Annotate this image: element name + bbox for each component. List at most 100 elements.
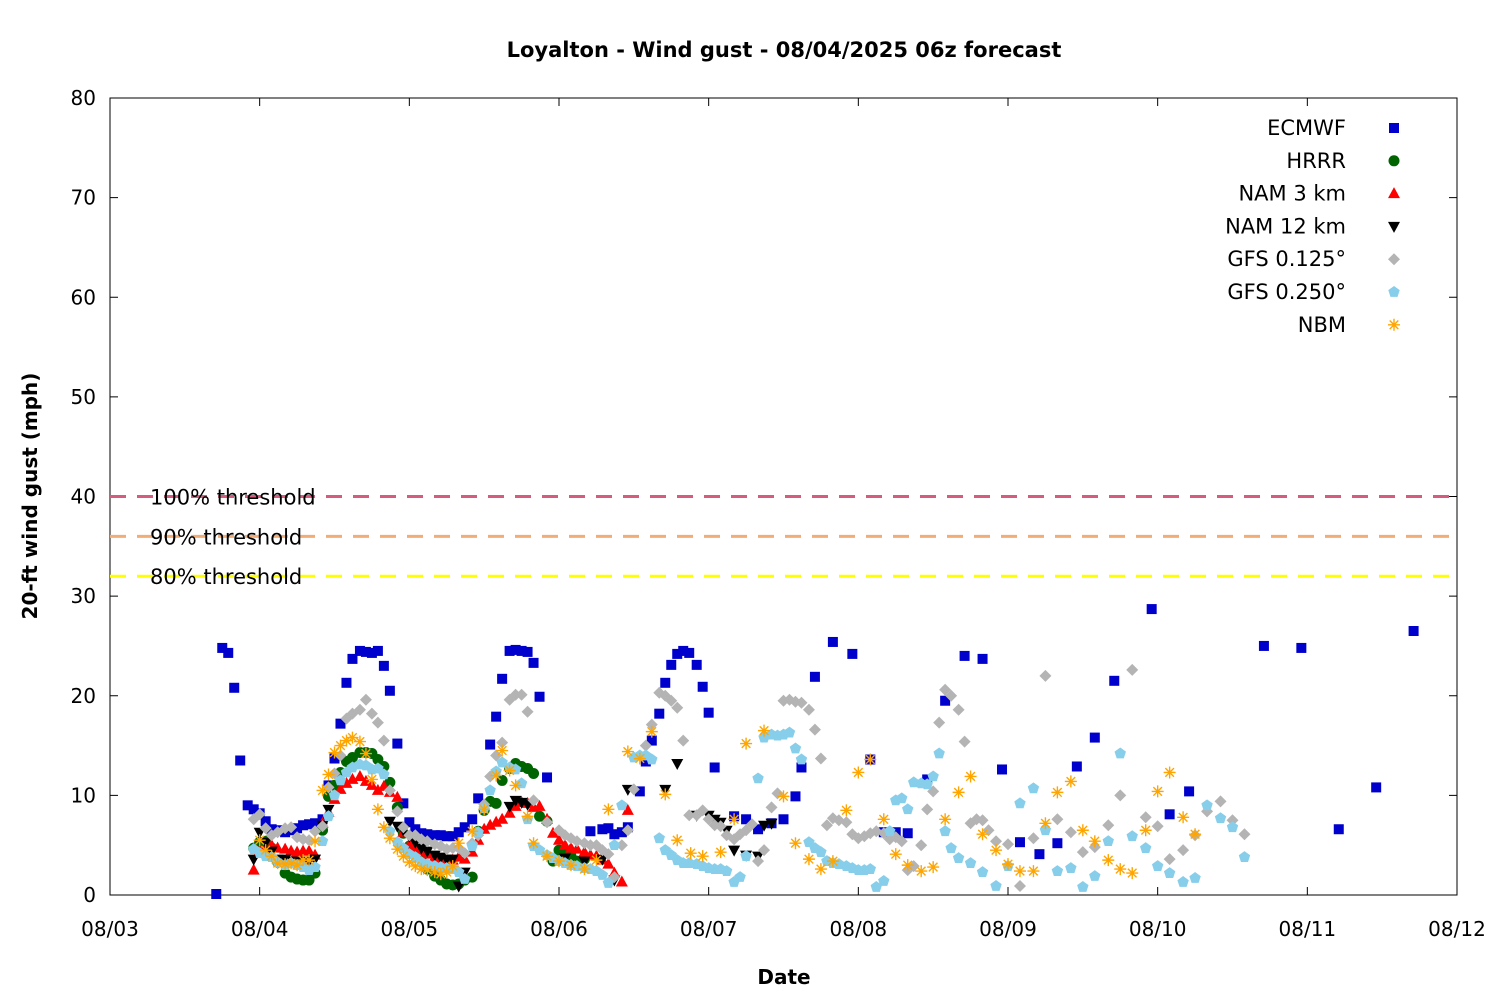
data-point-nbm (553, 855, 565, 868)
data-point-nbm (728, 813, 741, 826)
data-point-ecmwf (229, 682, 240, 693)
data-point-nbm (901, 859, 914, 872)
y-tick-label: 80 (71, 86, 96, 110)
data-point-nbm (285, 857, 298, 870)
y-tick-label: 70 (71, 186, 96, 210)
data-point-nbm (365, 773, 378, 786)
data-point-hrrr (496, 774, 508, 786)
data-point-ecmwf (341, 677, 352, 688)
data-point-gfs-0-250 (484, 784, 496, 796)
data-point-gfs-0-250 (608, 839, 621, 851)
data-point-gfs-0-250 (466, 840, 478, 852)
series-ecmwf (211, 604, 1419, 900)
data-point-nbm (303, 854, 316, 867)
data-point-ecmwf (697, 681, 708, 692)
data-point-nam-12-km (452, 881, 465, 893)
data-point-gfs-0-250 (783, 726, 796, 738)
data-point-ecmwf (392, 738, 403, 749)
data-point-ecmwf (1164, 809, 1175, 820)
data-point-gfs-0-125 (1102, 819, 1115, 832)
data-point-gfs-0-250 (990, 880, 1002, 891)
data-point-ecmwf (616, 827, 627, 838)
data-point-nbm (316, 784, 329, 797)
data-point-nbm (328, 746, 341, 759)
data-point-nbm (564, 859, 577, 872)
data-point-gfs-0-250 (803, 836, 815, 848)
x-tick-label: 08/09 (979, 917, 1037, 941)
data-point-nam-3-km (602, 857, 615, 869)
data-point-nbm (340, 734, 353, 747)
data-point-nbm (877, 813, 890, 826)
data-point-nam-3-km (371, 783, 384, 795)
data-point-nbm (740, 737, 753, 750)
data-point-gfs-0-250 (939, 825, 951, 837)
data-point-nam-3-km (303, 844, 316, 856)
data-point-ecmwf (542, 772, 553, 783)
data-point-gfs-0-250 (646, 753, 658, 765)
data-point-gfs-0-250 (1201, 799, 1213, 811)
data-point-nam-12-km (503, 801, 516, 813)
data-point-ecmwf (459, 822, 470, 833)
data-point-ecmwf (959, 650, 970, 661)
data-point-nam-3-km (346, 772, 359, 784)
data-point-nbm (496, 744, 509, 757)
data-point-gfs-0-125 (515, 688, 528, 701)
data-point-ecmwf (847, 648, 858, 659)
data-point-nbm (621, 745, 634, 758)
legend-marker-nam-3-km (1388, 187, 1400, 199)
y-tick-label: 20 (71, 684, 96, 708)
data-point-ecmwf (522, 646, 533, 657)
data-point-ecmwf (485, 739, 496, 750)
data-point-ecmwf (609, 829, 620, 840)
data-point-ecmwf (473, 793, 484, 804)
x-axis-title: Date (757, 965, 810, 989)
data-point-ecmwf (1071, 761, 1082, 772)
data-point-ecmwf (977, 653, 988, 664)
data-point-nbm (346, 731, 359, 744)
data-point-gfs-0-125 (665, 694, 678, 707)
data-point-ecmwf (672, 648, 683, 659)
data-point-gfs-0-250 (815, 846, 827, 858)
legend-marker-gfs-0-125 (1388, 253, 1400, 266)
data-point-ecmwf (447, 831, 458, 842)
data-point-gfs-0-125 (1064, 826, 1077, 839)
data-point-nbm (334, 739, 347, 752)
data-point-gfs-0-250 (596, 869, 609, 880)
data-point-gfs-0-125 (1114, 789, 1127, 802)
data-point-ecmwf (1089, 732, 1100, 743)
data-point-gfs-0-125 (1151, 820, 1164, 833)
data-point-nbm (1064, 775, 1077, 788)
data-point-gfs-0-250 (316, 835, 329, 847)
data-point-ecmwf (384, 685, 395, 696)
data-point-nbm (578, 863, 591, 876)
data-point-ecmwf (684, 647, 695, 658)
data-point-nam-3-km (247, 863, 260, 875)
data-point-ecmwf (310, 818, 321, 829)
data-point-gfs-0-125 (371, 716, 384, 729)
data-point-nbm (377, 821, 390, 834)
data-point-nbm (976, 828, 989, 841)
data-point-gfs-0-125 (752, 855, 765, 868)
data-point-nbm (952, 786, 965, 799)
data-point-gfs-0-250 (789, 742, 802, 754)
data-point-gfs-0-250 (397, 842, 410, 854)
data-point-ecmwf (703, 707, 714, 718)
data-point-gfs-0-250 (878, 875, 890, 886)
data-point-gfs-0-125 (353, 703, 366, 716)
data-point-nam-3-km (570, 842, 583, 854)
data-point-ecmwf (827, 636, 838, 647)
data-point-nbm (1027, 865, 1040, 878)
data-point-gfs-0-250 (616, 799, 628, 811)
data-point-gfs-0-250 (1077, 881, 1089, 892)
data-point-gfs-0-125 (895, 835, 908, 848)
data-point-gfs-0-125 (1226, 814, 1239, 827)
data-point-ecmwf (510, 644, 521, 655)
data-point-ecmwf (603, 823, 614, 834)
data-point-nbm (1002, 858, 1014, 871)
data-point-gfs-0-125 (683, 809, 696, 822)
data-point-nam-3-km (391, 790, 404, 802)
data-point-gfs-0-250 (328, 789, 341, 801)
data-point-nbm (309, 835, 322, 848)
